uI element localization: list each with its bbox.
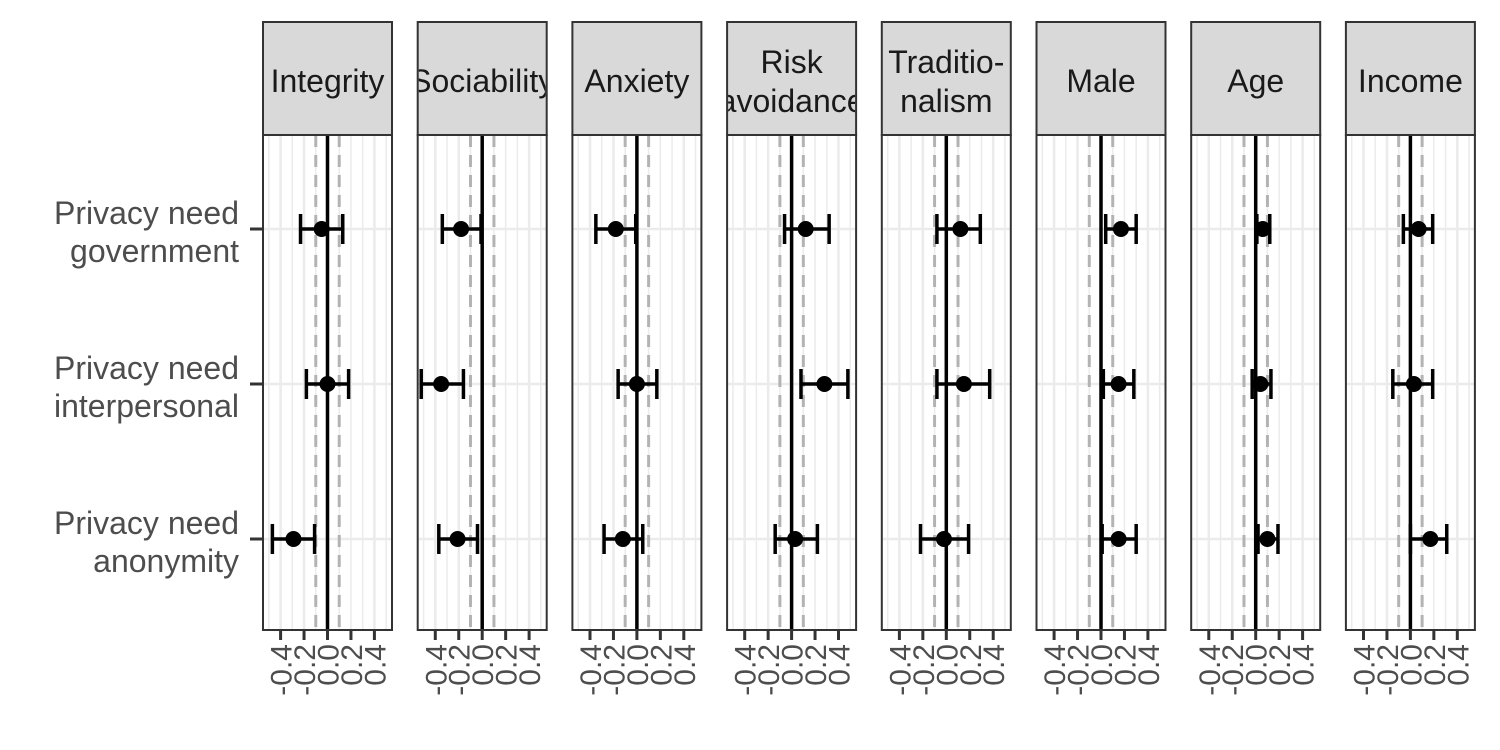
x-tick-label: 0.2 <box>336 644 369 686</box>
x-tick-label: -0.2 <box>598 644 631 696</box>
estimate-point <box>1252 376 1269 392</box>
x-tick-label: 0.0 <box>622 644 655 686</box>
estimate-point <box>453 221 470 237</box>
x-tick-label: 0.4 <box>514 644 547 686</box>
x-tick-label: 0.4 <box>1442 644 1475 686</box>
x-tick-label: -0.4 <box>266 644 299 696</box>
facet-panel: Income -0.4-0.20.00.20.4 <box>1344 21 1476 696</box>
x-tick-label: -0.2 <box>444 644 477 696</box>
x-tick-label: 0.0 <box>777 644 810 686</box>
facet-strip <box>1035 21 1167 136</box>
x-tick-label: 0.2 <box>1419 644 1452 686</box>
x-tick-label: 0.0 <box>467 644 500 686</box>
x-tick-label: 0.2 <box>955 644 988 686</box>
facet-strip <box>416 21 548 136</box>
estimate-point <box>607 221 624 237</box>
facet-panel: Integrity -0.4-0.20.00.20.4 <box>262 21 393 696</box>
facet-label: Income <box>1358 63 1463 99</box>
facet-label: Anxiety <box>584 63 689 99</box>
x-tick-label: 0.4 <box>669 644 702 686</box>
estimate-point <box>449 531 466 547</box>
estimate-point <box>1410 221 1427 237</box>
facet-label: Sociability <box>410 63 554 99</box>
facet-strip <box>1344 21 1476 136</box>
x-tick-label: -0.2 <box>753 644 786 696</box>
x-tick-label: 0.2 <box>491 644 524 686</box>
x-tick-label: 0.0 <box>1241 644 1274 686</box>
estimate-point <box>816 376 833 392</box>
estimate-point <box>1405 376 1422 392</box>
estimate-point <box>1110 376 1127 392</box>
x-tick-label: -0.4 <box>575 644 608 696</box>
x-tick-label: -0.2 <box>908 644 941 696</box>
x-tick-label: 0.2 <box>1109 644 1142 686</box>
x-tick-label: 0.2 <box>645 644 678 686</box>
facet-label: Risk avoidance <box>719 44 865 119</box>
x-tick-label: -0.2 <box>1063 644 1096 696</box>
x-tick-label: -0.2 <box>289 644 322 696</box>
estimate-point <box>628 376 645 392</box>
estimate-point <box>614 531 631 547</box>
facet-label: Male <box>1066 63 1135 99</box>
x-tick-label: -0.2 <box>1372 644 1405 696</box>
estimate-point <box>797 221 814 237</box>
estimate-point <box>433 376 450 392</box>
estimate-point <box>787 531 804 547</box>
x-tick-label: 0.2 <box>800 644 833 686</box>
x-tick-label: -0.4 <box>1194 644 1227 696</box>
x-tick-label: 0.2 <box>1264 644 1297 686</box>
x-tick-label: 0.0 <box>931 644 964 686</box>
x-tick-label: -0.4 <box>1348 644 1381 696</box>
facet-label: Age <box>1227 63 1284 99</box>
facet-panel: Sociability -0.4-0.20.00.20.4 <box>410 21 554 696</box>
x-tick-label: 0.4 <box>1288 644 1321 686</box>
facet-label: Integrity <box>271 63 385 99</box>
facet-panel: Anxiety -0.4-0.20.00.20.4 <box>571 21 703 696</box>
x-tick-label: -0.2 <box>1217 644 1250 696</box>
estimate-point <box>1112 221 1129 237</box>
x-tick-label: -0.4 <box>420 644 453 696</box>
estimate-point <box>1422 531 1439 547</box>
x-tick-label: 0.0 <box>1395 644 1428 686</box>
x-tick-label: -0.4 <box>884 644 917 696</box>
x-tick-label: 0.4 <box>824 644 857 686</box>
x-tick-label: -0.4 <box>1039 644 1072 696</box>
estimate-point <box>1110 531 1127 547</box>
estimate-point <box>1259 531 1276 547</box>
x-tick-label: -0.4 <box>730 644 763 696</box>
x-tick-label: 0.4 <box>1133 644 1166 686</box>
estimate-point <box>285 531 302 547</box>
estimate-point <box>1254 221 1271 237</box>
estimate-point <box>935 531 952 547</box>
facet-panel: Age -0.4-0.20.00.20.4 <box>1190 21 1322 696</box>
facet-strip <box>1190 21 1322 136</box>
estimate-point <box>313 221 330 237</box>
facet-strip <box>262 21 393 136</box>
x-tick-label: 0.4 <box>359 644 392 686</box>
row-label: Privacy need interpersonal <box>54 350 239 424</box>
estimate-point <box>319 376 336 392</box>
row-label: Privacy need government <box>54 195 239 269</box>
facet-panel: Risk avoidance -0.4-0.20.00.20.4 <box>719 21 865 696</box>
estimate-point <box>952 221 969 237</box>
row-label: Privacy need anonymity <box>54 505 239 579</box>
facet-label: Traditio-nalism <box>888 44 1004 119</box>
facet-strip <box>726 21 858 136</box>
x-tick-label: 0.0 <box>1086 644 1119 686</box>
x-tick-label: 0.0 <box>313 644 346 686</box>
x-tick-label: 0.4 <box>978 644 1011 686</box>
facet-panel: Male -0.4-0.20.00.20.4 <box>1035 21 1167 696</box>
estimate-point <box>955 376 972 392</box>
facet-panel: Traditio-nalism -0.4-0.20.00.20.4 <box>880 21 1012 696</box>
